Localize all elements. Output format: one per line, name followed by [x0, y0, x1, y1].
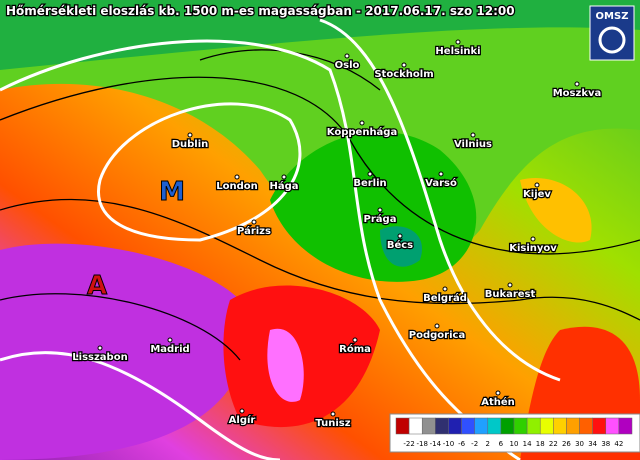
- legend-swatch: [539, 417, 554, 435]
- zone-cool: [380, 226, 422, 267]
- city-label: Belgrád: [423, 292, 467, 304]
- logo-text: OMSZ: [596, 11, 629, 22]
- city-dot: [281, 174, 287, 180]
- legend-label: 38: [601, 440, 610, 448]
- legend-label: 22: [549, 440, 558, 448]
- legend-swatch: [448, 417, 462, 435]
- legend-label: -2: [471, 440, 478, 448]
- city-label: Dublin: [172, 139, 209, 150]
- title: Hőmérsékleti eloszlás kb. 1500 m-es maga…: [6, 4, 515, 18]
- city-dot: [507, 282, 513, 288]
- city-label: Lisszabon: [72, 352, 127, 363]
- legend-label: -18: [417, 440, 428, 448]
- city-dot: [530, 236, 536, 242]
- legend-label: 14: [523, 440, 532, 448]
- city-dot: [574, 81, 580, 87]
- city-dot: [344, 53, 350, 59]
- city-dot: [352, 337, 358, 343]
- city-label: Varsó: [425, 177, 457, 189]
- zone-warm: [520, 178, 592, 243]
- city-dot: [367, 171, 373, 177]
- legend-label: 18: [536, 440, 545, 448]
- city-label: London: [216, 181, 258, 192]
- city-label: Helsinki: [435, 46, 480, 57]
- city-label: Oslo: [335, 60, 360, 71]
- legend-swatch: [513, 417, 528, 435]
- legend-swatch: [474, 417, 489, 435]
- legend-swatch: [421, 417, 436, 435]
- city-label: Bécs: [387, 239, 413, 251]
- city-dot: [434, 323, 440, 329]
- city-label: Vilnius: [454, 139, 492, 150]
- legend-swatch: [500, 417, 515, 435]
- city-dot: [239, 408, 245, 414]
- city-label: Moszkva: [553, 88, 602, 99]
- city-dot: [470, 132, 476, 138]
- city-dot: [534, 182, 540, 188]
- city-dot: [359, 120, 365, 126]
- city-dot: [251, 219, 257, 225]
- legend-swatch: [579, 417, 593, 435]
- legend-swatch: [605, 417, 620, 435]
- city-dot: [401, 62, 407, 68]
- city-label: Prága: [364, 213, 397, 225]
- legend-label: -14: [430, 440, 442, 448]
- city-label: Róma: [339, 343, 371, 355]
- legend-label: 26: [562, 440, 571, 448]
- legend-swatch: [395, 417, 410, 435]
- legend-label: -22: [403, 440, 414, 448]
- city-label: Algír: [229, 414, 256, 426]
- legend-label: 42: [614, 440, 623, 448]
- city-label: Berlin: [353, 178, 386, 189]
- city-dot: [377, 207, 383, 213]
- city-label: Madrid: [150, 344, 189, 355]
- city-dot: [234, 174, 240, 180]
- city-label: Stockholm: [374, 69, 433, 80]
- pressure-center: M: [159, 177, 185, 207]
- city-label: Podgorica: [409, 330, 465, 341]
- legend-label: 2: [486, 440, 490, 448]
- legend-label: -6: [458, 440, 466, 448]
- legend-swatch: [592, 417, 607, 435]
- city-dot: [438, 171, 444, 177]
- city-label: Bukarest: [485, 289, 536, 300]
- zone-hot: [0, 243, 246, 460]
- pressure-center: A: [87, 271, 107, 301]
- city-dot: [167, 337, 173, 343]
- logo-icon: [598, 26, 626, 54]
- legend-swatch: [553, 417, 567, 435]
- zone-north: [0, 0, 640, 70]
- city-label: Athén: [481, 396, 515, 408]
- legend-label: 10: [510, 440, 519, 448]
- legend-label: -10: [443, 440, 454, 448]
- city-label: Hága: [269, 180, 298, 192]
- city-dot: [187, 132, 193, 138]
- city-label: Párizs: [237, 225, 271, 237]
- city-dot: [330, 411, 336, 417]
- city-label: Kijev: [523, 189, 551, 200]
- city-label: Koppenhága: [327, 126, 397, 138]
- legend-label: 34: [588, 440, 597, 448]
- legend-swatch: [435, 417, 449, 435]
- legend-swatch: [526, 417, 541, 435]
- legend-swatch: [618, 417, 633, 435]
- city-dot: [97, 345, 103, 351]
- city-dot: [442, 286, 448, 292]
- zone-green: [0, 0, 640, 266]
- legend-swatch: [461, 417, 475, 435]
- zone-pink: [267, 328, 304, 402]
- city-label: Tunisz: [315, 418, 350, 429]
- city-label: Kisinyov: [509, 243, 557, 254]
- legend-swatch: [566, 417, 580, 435]
- isobars: [0, 18, 561, 460]
- legend-swatch: [487, 417, 502, 435]
- legend-label: 6: [499, 440, 504, 448]
- legend-swatch: [408, 417, 423, 435]
- zone-core: [270, 131, 477, 282]
- city-dot: [397, 233, 403, 239]
- city-dot: [455, 39, 461, 45]
- city-dot: [495, 390, 501, 396]
- legend-label: 30: [575, 440, 584, 448]
